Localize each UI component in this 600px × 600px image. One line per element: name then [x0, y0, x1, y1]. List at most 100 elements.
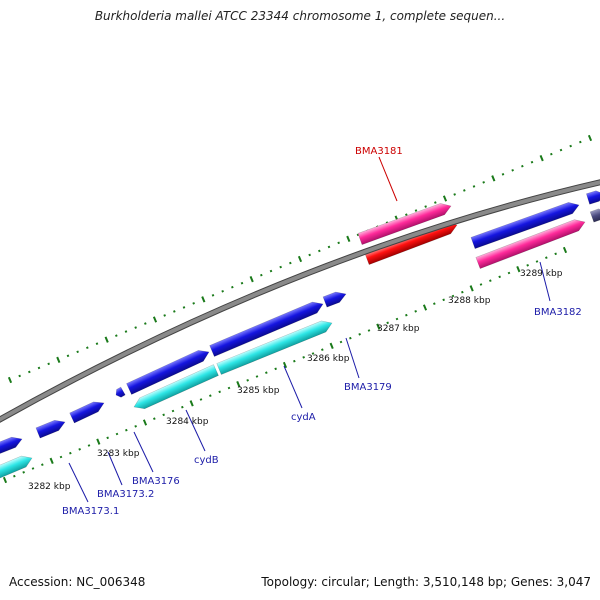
tick-mark: [47, 362, 50, 366]
tick-mark: [482, 181, 485, 184]
tick-mark: [579, 140, 582, 144]
tick-mark: [7, 376, 13, 384]
tick-mark: [201, 296, 206, 303]
tick-mark: [469, 285, 474, 292]
tick-mark: [192, 302, 195, 305]
tick-mark: [337, 241, 340, 245]
gene-label-bma3179[interactable]: BMA3179: [344, 382, 392, 393]
tick-mark: [521, 164, 524, 168]
tick-mark: [453, 193, 456, 196]
tick-mark: [134, 425, 137, 428]
tick-mark: [142, 419, 148, 426]
tick-mark: [349, 336, 352, 340]
tick-mark: [87, 444, 91, 447]
gene-cds-blue[interactable]: [322, 289, 348, 308]
tick-mark: [152, 316, 158, 323]
tick-mark: [339, 340, 343, 344]
tick-mark: [227, 386, 231, 390]
tick-mark: [414, 209, 418, 212]
gene-label-bma3173-2[interactable]: BMA3173.2: [97, 489, 154, 500]
tick-mark: [442, 298, 445, 302]
tick-mark: [463, 189, 466, 192]
tick-mark: [115, 432, 119, 436]
gene-cds-slate[interactable]: [589, 207, 600, 223]
gene-bma3182[interactable]: [475, 216, 587, 269]
tick-mark: [236, 381, 241, 388]
tick-mark: [66, 354, 70, 358]
backbone-line: [0, 180, 600, 422]
tick-mark: [221, 289, 224, 293]
gene-label-bma3176[interactable]: BMA3176: [132, 476, 180, 487]
gene-features[interactable]: [0, 189, 600, 480]
gene-cds-cyan[interactable]: [216, 317, 335, 375]
gene-label-cydb[interactable]: cydB: [194, 455, 219, 466]
gene-label-bma3181[interactable]: BMA3181: [355, 146, 403, 157]
gene-cds-blue[interactable]: [69, 398, 107, 424]
gene-cds-blue-small[interactable]: [114, 386, 126, 399]
tick-mark: [451, 294, 455, 298]
tick-mark: [479, 283, 483, 286]
tick-mark: [209, 394, 212, 397]
tick-mark: [346, 235, 351, 242]
tick-mark: [28, 370, 31, 374]
gene-cds-blue[interactable]: [126, 347, 211, 395]
tick-mark: [274, 367, 277, 371]
scale-label: 3288 kbp: [448, 296, 491, 306]
tick-mark: [76, 350, 79, 354]
tick-mark: [231, 285, 234, 289]
tick-mark: [104, 336, 109, 343]
gene-cds-blue[interactable]: [470, 199, 581, 249]
gene-cds-blue[interactable]: [586, 189, 600, 205]
gene-cds-cyan[interactable]: [132, 364, 219, 413]
tick-mark: [59, 455, 63, 459]
gene-label-bma3173-1[interactable]: BMA3173.1: [62, 506, 119, 517]
tick-mark: [18, 374, 21, 378]
tick-mark: [282, 361, 288, 369]
tick-mark: [2, 476, 8, 484]
gene-cds-blue[interactable]: [35, 417, 67, 439]
tick-mark: [507, 271, 511, 275]
tick-mark: [501, 172, 505, 176]
tick-mark: [329, 342, 334, 349]
scale-label: 3289 kbp: [520, 269, 563, 279]
tick-mark: [308, 253, 311, 257]
tick-mark: [545, 256, 548, 259]
tick-mark: [539, 155, 544, 162]
tick-mark: [302, 356, 305, 359]
chromosome-backbone: [0, 179, 600, 423]
gene-cds-blue[interactable]: [0, 434, 24, 456]
tick-mark: [376, 323, 381, 330]
tick-mark: [367, 329, 371, 332]
tick-mark: [386, 321, 389, 325]
scale-label: 3283 kbp: [97, 449, 140, 459]
tick-mark: [106, 436, 109, 440]
scale-label: 3285 kbp: [237, 386, 280, 396]
tick-mark: [211, 293, 215, 297]
tick-mark: [434, 201, 437, 204]
label-leader-line: [345, 337, 360, 379]
gene-bma3181[interactable]: [357, 200, 453, 245]
tick-mark: [559, 148, 563, 152]
tick-mark: [162, 413, 165, 417]
map-title: Burkholderia mallei ATCC 23344 chromosom…: [94, 9, 506, 23]
gene-cds-cyan[interactable]: [0, 452, 34, 480]
gene-cds-blue[interactable]: [209, 298, 326, 357]
tick-mark: [535, 260, 539, 263]
label-leader-line: [378, 156, 398, 202]
tick-mark: [199, 398, 203, 401]
tick-mark: [498, 275, 501, 279]
tick-mark: [405, 213, 408, 216]
tick-mark: [516, 266, 521, 273]
tick-mark: [153, 417, 156, 420]
gene-label-cyda[interactable]: cydA: [291, 412, 316, 423]
tick-mark: [134, 326, 137, 329]
tick-mark: [433, 302, 436, 305]
tick-mark: [311, 352, 315, 355]
tick-mark: [171, 409, 175, 413]
gene-label-bma3182[interactable]: BMA3182: [534, 307, 582, 318]
tick-mark: [414, 310, 417, 313]
tick-mark: [530, 160, 534, 164]
tick-mark: [554, 252, 557, 256]
tick-mark: [125, 428, 128, 432]
